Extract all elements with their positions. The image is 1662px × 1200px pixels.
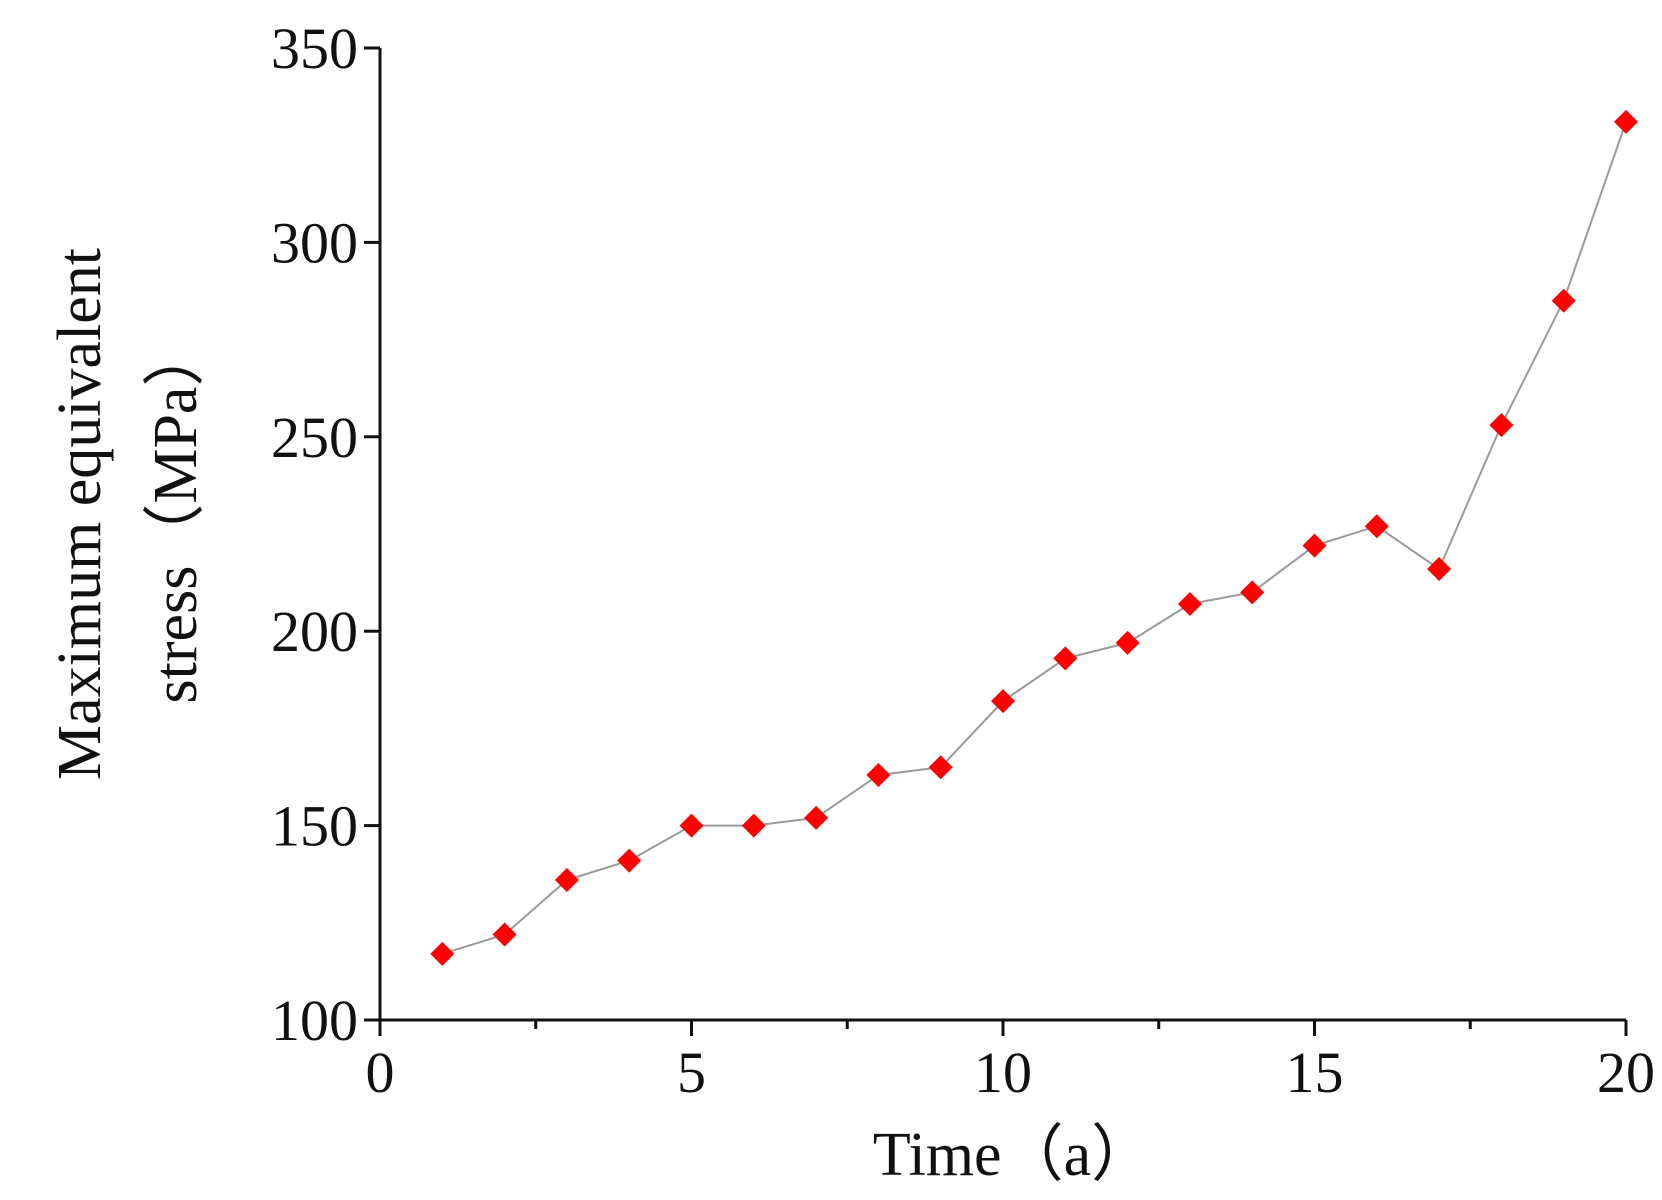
data-point-marker [1302,533,1327,558]
data-point-marker [1240,580,1265,605]
x-tick-label: 10 [974,1040,1032,1105]
data-point-marker [741,813,766,838]
data-point-marker [1551,288,1576,313]
x-tick-label: 20 [1597,1040,1655,1105]
x-tick-label: 15 [1286,1040,1344,1105]
x-axis-title: Time（a） [873,1121,1153,1189]
data-point-marker [554,868,579,893]
data-point-marker [1614,109,1638,134]
y-tick-label: 300 [271,210,358,275]
y-tick-label: 250 [271,405,358,470]
data-point-marker [1364,514,1389,539]
y-axis-ticks: 100 150 200 250 300 350 [271,16,380,1053]
data-point-marker [991,689,1015,714]
data-point-marker [617,848,642,873]
data-point-marker [430,941,455,966]
data-point-marker [679,813,704,838]
y-axis-title-line-1: Maximum equivalent [46,248,114,780]
x-tick-label: 0 [366,1040,395,1105]
data-point-marker [1115,630,1140,655]
y-tick-label: 350 [271,16,358,81]
x-tick-label: 5 [677,1040,706,1105]
series-layer [430,109,1638,966]
y-tick-label: 200 [271,599,358,664]
data-point-marker [1427,556,1452,581]
data-point-marker [492,922,517,947]
data-point-marker [866,763,891,788]
series-line [442,121,1627,955]
data-point-marker [1053,646,1078,671]
data-point-marker [1489,413,1514,438]
data-point-marker [1177,591,1202,616]
data-point-marker [928,755,953,780]
y-axis-title-line-2: stress（MPa） [142,325,210,704]
y-tick-label: 100 [271,988,358,1053]
y-tick-label: 150 [271,794,358,859]
x-axis-ticks: 0 5 10 15 20 [366,1020,1655,1105]
data-point-marker [804,805,829,830]
